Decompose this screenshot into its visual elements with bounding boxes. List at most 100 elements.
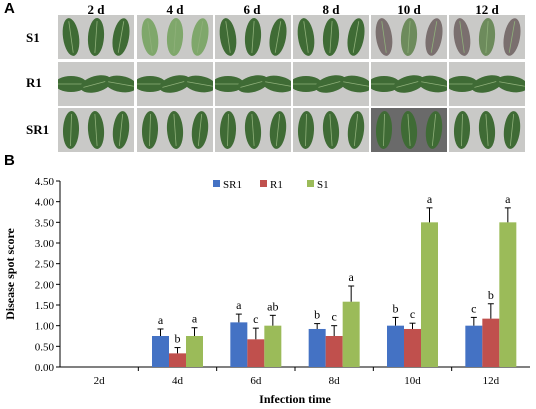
y-tick-label: 0.50	[35, 341, 55, 353]
leaf-vein	[240, 80, 266, 88]
bar-r1-12d	[482, 318, 500, 367]
significance-letter: c	[253, 312, 258, 326]
x-tick-label: 10d	[404, 375, 421, 387]
leaf-vein	[407, 114, 411, 146]
leaf-photo-r1-12d	[449, 62, 525, 106]
leaf-photo-r1-4d	[137, 62, 213, 106]
leaf-vein	[251, 114, 255, 146]
y-tick-label: 4.50	[35, 176, 55, 188]
significance-letter: a	[236, 298, 242, 312]
significance-letter: a	[505, 192, 511, 206]
day-label-6d: 6 d	[243, 2, 261, 17]
significance-letter: c	[410, 307, 415, 321]
leaf-vein	[474, 80, 500, 88]
y-tick-label: 2.50	[35, 259, 55, 271]
leaf-vein	[147, 21, 153, 53]
day-label-2d: 2 d	[87, 2, 105, 17]
y-axis-title: Disease spot score	[3, 227, 17, 319]
bar-r1-6d	[247, 339, 265, 367]
leaf-vein	[383, 113, 385, 147]
y-tick-label: 1.50	[35, 300, 55, 312]
bar-s1-8d	[342, 301, 360, 367]
legend-label-r1: R1	[270, 179, 283, 191]
bar-s1-4d	[186, 336, 203, 367]
x-axis-title: Infection time	[259, 392, 331, 406]
day-label-12d: 12 d	[475, 2, 499, 17]
leaf-vein	[343, 81, 369, 87]
leaf-vein	[303, 21, 309, 53]
leaf-vein	[499, 81, 525, 87]
leaf-photo-r1-2d	[58, 62, 134, 106]
leaf-photo-r1-6d	[215, 62, 291, 106]
leaf-vein	[318, 80, 344, 88]
day-label-10d: 10 d	[397, 2, 421, 17]
significance-letter: a	[427, 192, 433, 206]
legend-label-s1: S1	[317, 179, 329, 191]
leaf-vein	[227, 113, 229, 147]
leaf-vein	[275, 114, 281, 146]
significance-letter: b	[175, 332, 181, 346]
row-label-s1: S1	[26, 30, 40, 45]
significance-letter: a	[158, 313, 164, 327]
leaf-vein	[431, 114, 437, 146]
leaf-photo-s1-8d	[293, 15, 369, 59]
row-label-r1: R1	[26, 75, 42, 90]
legend-label-sr1: SR1	[223, 179, 242, 191]
leaf-vein	[305, 113, 307, 147]
x-tick-label: 6d	[250, 375, 262, 387]
leaf-vein	[265, 81, 291, 87]
panel-b-letter: B	[4, 152, 15, 169]
panel-a-letter: A	[4, 0, 15, 17]
bar-r1-10d	[404, 328, 421, 367]
leaf-vein	[353, 114, 359, 146]
significance-letter: a	[192, 312, 198, 326]
leaf-photo-s1-2d	[58, 15, 134, 59]
leaf-vein	[459, 21, 465, 53]
significance-letter: b	[393, 301, 399, 315]
leaf-vein	[352, 21, 360, 53]
leaf-vein	[461, 113, 463, 147]
leaf-photo-sr1-4d	[137, 108, 213, 152]
y-tick-label: 0.00	[35, 362, 55, 374]
bar-sr1-4d	[152, 336, 169, 367]
leaf-photo-s1-6d	[215, 15, 291, 59]
bar-s1-12d	[499, 222, 517, 367]
leaf-vein	[274, 21, 282, 53]
leaf-vein	[407, 21, 411, 53]
leaf-photo-r1-10d	[371, 62, 447, 106]
significance-letter: c	[471, 301, 476, 315]
significance-letter: b	[314, 308, 320, 322]
y-tick-label: 1.00	[35, 321, 55, 333]
y-tick-label: 4.00	[35, 197, 55, 209]
leaf-vein	[396, 80, 422, 88]
leaf-vein	[149, 113, 151, 147]
leaf-vein	[251, 21, 255, 53]
bar-sr1-8d	[308, 328, 326, 367]
leaf-vein	[509, 114, 515, 146]
day-label-8d: 8 d	[322, 2, 340, 17]
leaf-photo-s1-4d	[137, 15, 213, 59]
leaf-photo-sr1-8d	[293, 108, 369, 152]
x-tick-label: 8d	[329, 375, 341, 387]
bar-r1-4d	[169, 353, 186, 367]
y-tick-label: 3.50	[35, 217, 55, 229]
leaf-photo-s1-12d	[449, 15, 525, 59]
leaf-vein	[108, 81, 134, 87]
leaf-photo-sr1-12d	[449, 108, 525, 152]
leaf-vein	[117, 21, 125, 53]
bar-s1-6d	[264, 325, 282, 367]
leaf-photo-sr1-6d	[215, 108, 291, 152]
leaf-vein	[94, 21, 98, 53]
leaf-vein	[70, 113, 72, 147]
row-label-sr1: SR1	[26, 122, 50, 137]
leaf-vein	[94, 114, 98, 146]
leaf-photo-sr1-10d	[371, 108, 447, 152]
legend-swatch-s1	[307, 180, 314, 187]
bar-s1-10d	[421, 222, 438, 367]
leaf-photo-sr1-2d	[58, 108, 134, 152]
leaf-photo-s1-10d	[371, 15, 447, 59]
leaf-vein	[196, 21, 204, 53]
bar-r1-8d	[325, 336, 343, 367]
leaf-vein	[173, 114, 177, 146]
significance-letter: ab	[267, 299, 278, 313]
